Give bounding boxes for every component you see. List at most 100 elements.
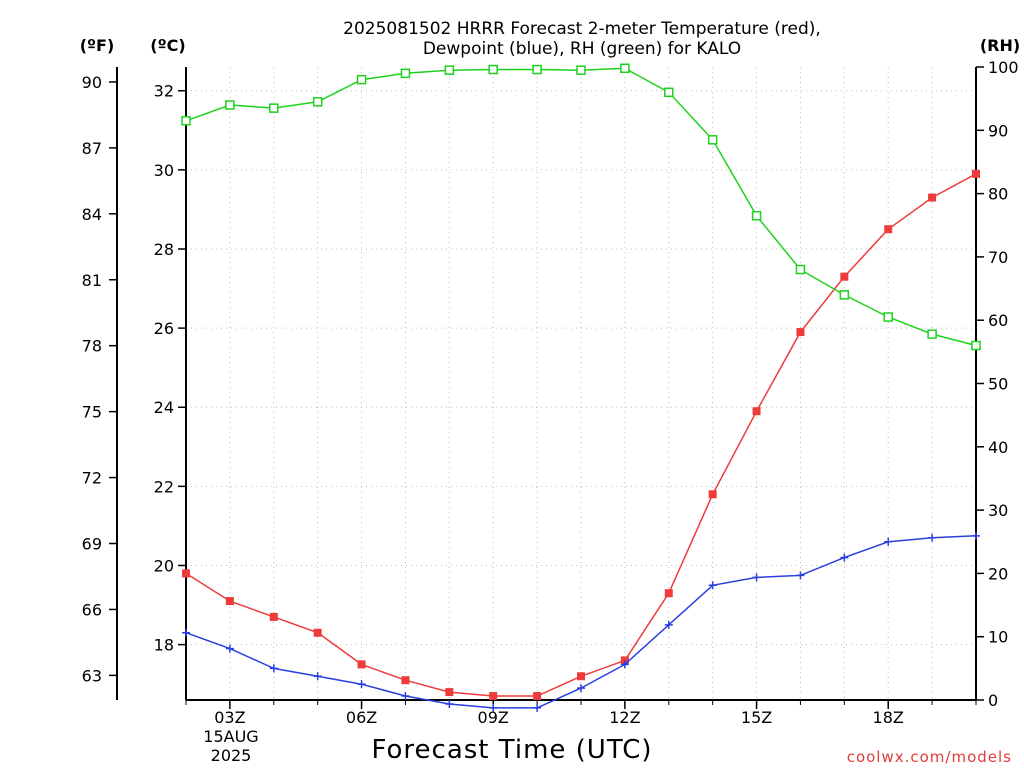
celsius-tick-label: 18 (154, 636, 174, 655)
dewpoint-point (313, 672, 322, 681)
temperature-point (577, 672, 585, 681)
celsius-tick-label: 30 (154, 161, 174, 180)
temperature-point (972, 169, 980, 178)
dewpoint-point (884, 537, 893, 546)
dewpoint-point (445, 699, 454, 708)
rh-tick-label: 50 (988, 375, 1008, 394)
rh-point (751, 211, 762, 221)
dewpoint-point (752, 573, 761, 582)
rh-point (356, 74, 367, 85)
dewpoint-point (533, 703, 542, 712)
dewpoint-point (796, 571, 805, 580)
rh-point (664, 87, 674, 98)
x-tick-label: 12Z (609, 708, 640, 727)
rh-point (576, 65, 586, 75)
fahrenheit-tick-label: 81 (82, 271, 102, 290)
dewpoint-point (928, 533, 937, 542)
temperature-point (884, 225, 893, 234)
rh-tick-label: 40 (988, 438, 1008, 457)
temperature-point (840, 272, 849, 281)
chart-axes: 63 66 69 72 75 78 81 84 87 90 18 20 22 24 26 28 30 32 0 10 2… (82, 58, 1019, 727)
source-credit: coolwx.com/models (847, 748, 1012, 766)
temperature-point (752, 407, 761, 416)
fahrenheit-tick-label: 72 (82, 469, 102, 488)
rh-tick-label: 60 (988, 311, 1008, 330)
rh-tick-label: 100 (988, 58, 1019, 77)
rh-point (971, 340, 981, 351)
rh-unit-label: (RH) (980, 36, 1020, 55)
rh-point (225, 100, 235, 110)
celsius-tick-label: 28 (154, 240, 174, 259)
rh-tick-label: 30 (988, 501, 1008, 520)
x-tick-label: 18Z (873, 708, 904, 727)
temperature-point (708, 490, 717, 499)
chart-title-line2: Dewpoint (blue), RH (green) for KALO (423, 39, 741, 59)
rh-point (181, 116, 191, 126)
fahrenheit-unit-label: (ºF) (80, 36, 115, 55)
celsius-tick-label: 26 (154, 319, 174, 338)
fahrenheit-tick-label: 87 (82, 139, 102, 158)
rh-tick-label: 70 (988, 248, 1008, 267)
celsius-unit-label: (ºC) (150, 36, 185, 55)
rh-tick-label: 80 (988, 185, 1008, 204)
date-label-line2: 2025 (211, 746, 252, 765)
dewpoint-point (182, 628, 190, 637)
date-label-line1: 15AUG (203, 727, 258, 746)
dewpoint-point (269, 664, 278, 673)
dewpoint-point (972, 531, 980, 540)
fahrenheit-tick-label: 66 (82, 600, 102, 619)
rh-point (795, 264, 806, 275)
fahrenheit-tick-label: 69 (82, 535, 102, 554)
temperature-point (533, 692, 542, 701)
temperature-point (269, 612, 278, 621)
rh-point (707, 135, 718, 145)
temperature-point (928, 193, 937, 202)
dewpoint-point (357, 680, 366, 689)
temperature-point (796, 328, 805, 337)
rh-point (400, 68, 411, 79)
dewpoint-point (489, 703, 498, 712)
rh-tick-label: 20 (988, 564, 1008, 583)
dewpoint-point (401, 692, 410, 701)
dewpoint-point (664, 620, 673, 629)
rh-point (532, 64, 542, 75)
rh-point (444, 65, 455, 75)
temperature-point (489, 692, 498, 701)
dewpoint-point (225, 644, 234, 653)
dewpoint-point (840, 553, 849, 562)
temperature-point (401, 676, 410, 685)
chart-title-line1: 2025081502 HRRR Forecast 2-meter Tempera… (343, 19, 821, 39)
fahrenheit-tick-label: 75 (82, 403, 102, 422)
rh-tick-label: 10 (988, 628, 1008, 647)
temperature-point (313, 628, 322, 637)
celsius-tick-label: 22 (154, 477, 174, 496)
rh-tick-label: 90 (988, 121, 1008, 140)
x-axis-title: Forecast Time (UTC) (371, 735, 652, 765)
temperature-point (225, 597, 234, 606)
fahrenheit-tick-label: 63 (82, 666, 102, 685)
temperature-point (182, 569, 190, 578)
celsius-tick-label: 20 (154, 556, 174, 575)
data-series (181, 63, 981, 712)
rh-point (927, 329, 937, 339)
x-tick-label: 15Z (741, 708, 772, 727)
celsius-tick-label: 24 (154, 398, 174, 417)
x-tick-label: 03Z (214, 708, 245, 727)
rh-point (488, 64, 498, 75)
dewpoint-point (708, 581, 717, 590)
x-tick-label: 06Z (346, 708, 377, 727)
fahrenheit-tick-label: 84 (82, 205, 102, 224)
dewpoint-point (620, 660, 629, 669)
rh-point (269, 103, 279, 113)
celsius-tick-label: 32 (154, 82, 174, 101)
grid-lines (186, 67, 976, 700)
temperature-point (664, 589, 673, 598)
temperature-point (445, 688, 454, 697)
fahrenheit-tick-label: 78 (82, 337, 102, 356)
rh-point (883, 312, 893, 322)
temperature-point (357, 660, 366, 669)
rh-point (839, 290, 850, 300)
x-tick-label: 09Z (478, 708, 509, 727)
rh-tick-label: 0 (988, 691, 998, 710)
